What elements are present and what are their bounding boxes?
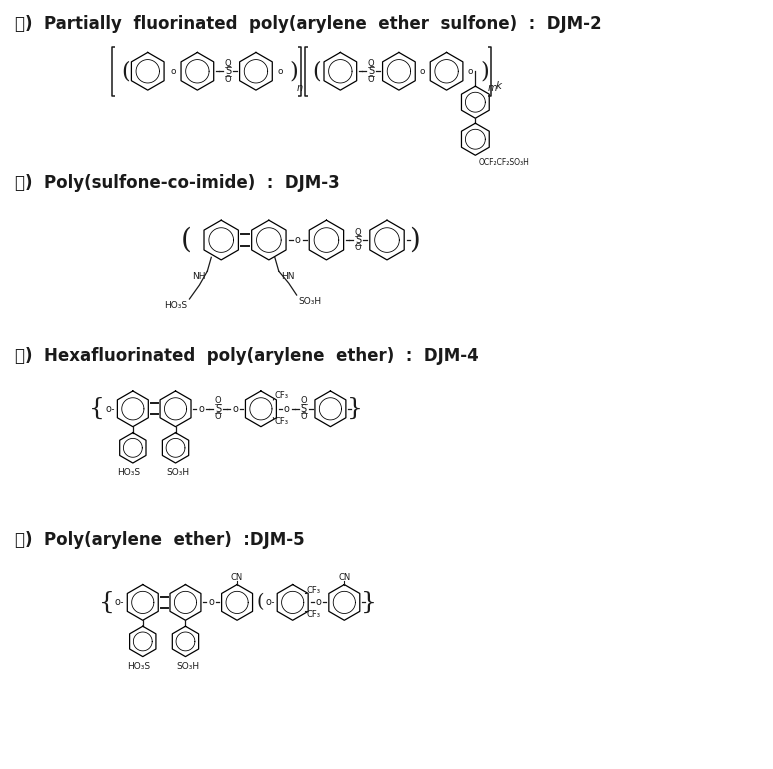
Text: o: o: [171, 67, 176, 76]
Text: HO₃S: HO₃S: [128, 661, 151, 671]
Text: (: (: [256, 594, 264, 611]
Text: o: o: [199, 404, 204, 414]
Text: OCF₂CF₂SO₃H: OCF₂CF₂SO₃H: [478, 158, 530, 167]
Text: o: o: [232, 404, 238, 414]
Text: o-: o-: [115, 598, 124, 608]
Text: o: o: [209, 598, 214, 608]
Text: (: (: [121, 60, 130, 82]
Text: ): ): [410, 227, 421, 254]
Text: SO₃H: SO₃H: [176, 661, 199, 671]
Text: O: O: [225, 75, 231, 84]
Text: HO₃S: HO₃S: [165, 301, 187, 310]
Text: o: o: [295, 235, 301, 245]
Text: CF₃: CF₃: [307, 586, 321, 595]
Text: SO₃H: SO₃H: [166, 468, 189, 477]
Text: O: O: [300, 412, 307, 421]
Text: 다)  Hexafluorinated  poly(arylene  ether)  :  DJM-4: 다) Hexafluorinated poly(arylene ether) :…: [15, 348, 478, 365]
Text: CF₃: CF₃: [307, 610, 321, 619]
Text: O: O: [355, 228, 362, 237]
Text: NH: NH: [192, 272, 206, 281]
Text: {: {: [99, 591, 115, 614]
Text: 가)  Partially  fluorinated  poly(arylene  ether  sulfone)  :  DJM-2: 가) Partially fluorinated poly(arylene et…: [15, 15, 601, 33]
Text: CN: CN: [231, 573, 243, 581]
Text: n: n: [297, 83, 303, 93]
Text: (: (: [312, 60, 321, 82]
Text: o-: o-: [266, 598, 275, 608]
Text: S: S: [368, 66, 374, 76]
Text: S: S: [301, 404, 307, 414]
Text: 라)  Poly(arylene  ether)  :DJM-5: 라) Poly(arylene ether) :DJM-5: [15, 531, 305, 549]
Text: S: S: [225, 66, 231, 76]
Text: CF₃: CF₃: [275, 418, 289, 426]
Text: o: o: [468, 67, 473, 76]
Text: HO₃S: HO₃S: [117, 468, 141, 477]
Text: o: o: [277, 67, 282, 76]
Text: O: O: [300, 396, 307, 405]
Text: S: S: [355, 235, 361, 245]
Text: ): ): [480, 60, 489, 82]
Text: ): ): [290, 60, 298, 82]
Text: }: }: [361, 591, 377, 614]
Text: SO₃H: SO₃H: [298, 297, 322, 306]
Text: O: O: [368, 59, 374, 68]
Text: 나)  Poly(sulfone-co-imide)  :  DJM-3: 나) Poly(sulfone-co-imide) : DJM-3: [15, 174, 339, 191]
Text: O: O: [215, 396, 222, 405]
Text: O: O: [355, 244, 362, 252]
Text: k: k: [495, 82, 501, 92]
Text: (: (: [181, 227, 192, 254]
Text: O: O: [215, 412, 222, 421]
Text: o-: o-: [105, 404, 114, 414]
Text: S: S: [215, 404, 221, 414]
Text: m: m: [487, 83, 497, 93]
Text: CF₃: CF₃: [275, 391, 289, 401]
Text: {: {: [89, 398, 105, 421]
Text: }: }: [347, 398, 363, 421]
Text: O: O: [368, 75, 374, 84]
Text: o: o: [315, 598, 322, 608]
Text: HN: HN: [281, 272, 295, 281]
Text: O: O: [225, 59, 231, 68]
Text: CN: CN: [338, 573, 350, 581]
Text: o: o: [284, 404, 290, 414]
Text: o: o: [420, 67, 425, 76]
